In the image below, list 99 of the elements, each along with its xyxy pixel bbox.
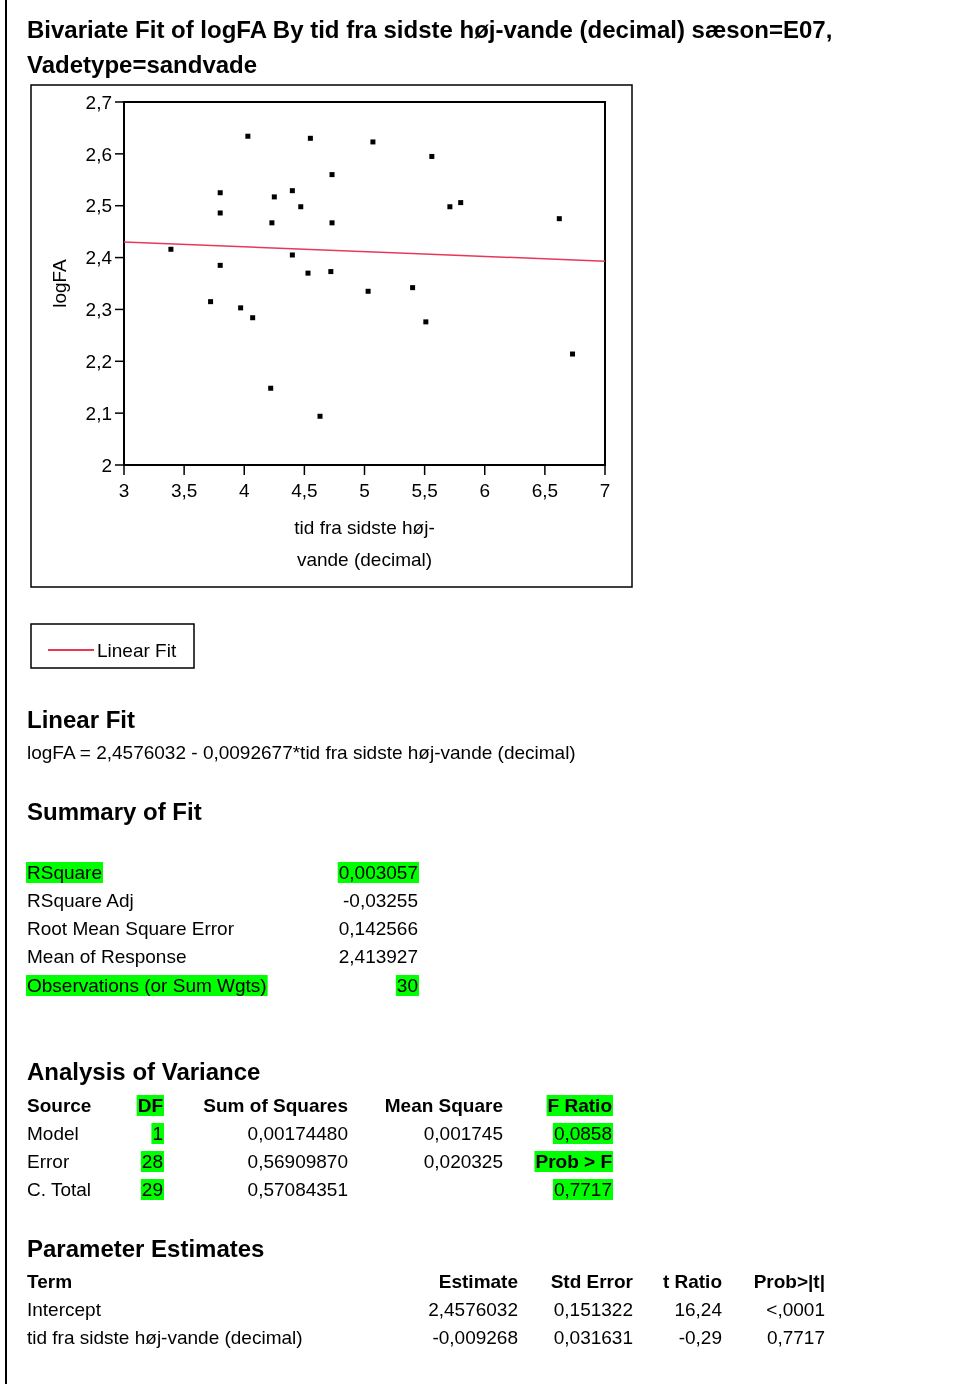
text: -0,03255: [342, 890, 418, 911]
text: 16,24: [674, 1299, 723, 1320]
point: [298, 204, 304, 210]
point: [217, 190, 223, 196]
point: [458, 200, 464, 206]
y-tick-label: 2,6: [85, 143, 112, 165]
text: Std Error: [550, 1271, 634, 1292]
point: [271, 194, 277, 200]
text: Intercept: [27, 1299, 102, 1320]
text: 0,031631: [553, 1327, 633, 1348]
y-tick-label: 2,4: [85, 247, 113, 269]
x-tick-label: 3: [118, 480, 130, 501]
point: [556, 216, 562, 222]
y-tick-label: 2: [101, 454, 112, 476]
point: [168, 246, 174, 252]
x-tick-label: 4,5: [291, 480, 318, 501]
x-tick-label: 6,5: [531, 480, 559, 501]
text: 1: [152, 1123, 163, 1144]
text: Analysis of Variance: [27, 1058, 261, 1085]
text: 0,56909870: [247, 1151, 348, 1172]
text: F Ratio: [547, 1095, 612, 1116]
x-tick-label: 5: [359, 480, 370, 501]
text: Observations (or Sum Wgts): [27, 975, 267, 996]
text: -0,009268: [432, 1327, 518, 1348]
point: [317, 413, 323, 419]
text: <,0001: [766, 1299, 825, 1320]
text: Mean of Response: [27, 946, 187, 967]
text: 0,57084351: [247, 1179, 348, 1200]
text: 0,00174480: [247, 1123, 348, 1144]
point: [245, 133, 251, 139]
text: -0,29: [678, 1327, 722, 1348]
text: C. Total: [27, 1179, 92, 1200]
text: Prob>|t|: [753, 1271, 825, 1292]
point: [305, 270, 311, 276]
point: [447, 204, 453, 210]
point: [289, 252, 295, 258]
text: Error: [27, 1151, 70, 1172]
text: DF: [137, 1095, 163, 1116]
point: [329, 172, 335, 178]
text: 0,0858: [553, 1123, 612, 1144]
text: 0,7717: [553, 1179, 612, 1200]
y-tick-label: 2,1: [85, 402, 112, 424]
chart-title: Bivariate Fit of logFA By tid fra sidste høj-vande (decimal) sæson=E07, Vadetype=sandvade: [27, 16, 833, 78]
point: [365, 288, 371, 294]
text: t Ratio: [662, 1271, 722, 1292]
y-axis-title: logFA: [49, 258, 70, 308]
text: 0,003057: [338, 862, 418, 883]
x-tick-label: 3,5: [170, 480, 198, 501]
text: Term: [27, 1271, 73, 1292]
y-tick-label: 2,7: [85, 91, 112, 113]
text: 28: [141, 1151, 163, 1172]
legend-label: Linear Fit: [97, 639, 177, 661]
text: 0,001745: [423, 1123, 503, 1144]
point: [289, 188, 295, 194]
text: Parameter Estimates: [27, 1235, 265, 1262]
text: Prob > F: [535, 1151, 612, 1172]
point: [238, 305, 244, 311]
x-axis-title: tid fra sidste høj-vande (decimal): [294, 517, 435, 570]
point: [328, 269, 334, 275]
y-tick-label: 2,3: [85, 299, 112, 321]
text: Root Mean Square Error: [27, 918, 235, 939]
x-tick-label: 5,5: [411, 480, 438, 501]
x-tick-label: 6: [479, 480, 491, 501]
text: 29: [141, 1179, 163, 1200]
text: 30: [396, 975, 418, 996]
text: 2,413927: [338, 946, 418, 967]
text: Source: [27, 1095, 92, 1116]
text: Linear Fit: [27, 706, 136, 733]
point: [429, 153, 435, 159]
point: [269, 220, 275, 226]
text: 0,020325: [423, 1151, 503, 1172]
point: [217, 262, 223, 268]
text: RSquare: [27, 862, 102, 883]
text: logFA = 2,4576032 - 0,0092677*tid fra sidste høj-vande (decimal): [27, 742, 576, 763]
text: Mean Square: [384, 1095, 503, 1116]
text: 2,4576032: [428, 1299, 518, 1320]
x-tick-label: 4: [238, 480, 250, 501]
text: RSquare Adj: [27, 890, 134, 911]
point: [410, 285, 416, 291]
text: Estimate: [438, 1271, 518, 1292]
y-tick-label: 2,5: [85, 195, 112, 217]
text: 0,151322: [553, 1299, 633, 1320]
point: [268, 385, 274, 391]
text: Model: [27, 1123, 79, 1144]
text: 0,7717: [766, 1327, 825, 1348]
point: [370, 139, 376, 145]
x-tick-label: 7: [599, 480, 611, 501]
point: [250, 315, 256, 321]
text: Sum of Squares: [203, 1095, 348, 1116]
text: 0,142566: [338, 918, 418, 939]
y-tick-label: 2,2: [85, 350, 112, 372]
text: tid fra sidste høj-vande (decimal): [27, 1327, 303, 1348]
point: [423, 319, 429, 325]
point: [570, 351, 576, 357]
point: [307, 135, 313, 141]
point: [208, 299, 214, 305]
point: [329, 220, 335, 226]
text: Summary of Fit: [27, 798, 202, 825]
point: [217, 210, 223, 216]
